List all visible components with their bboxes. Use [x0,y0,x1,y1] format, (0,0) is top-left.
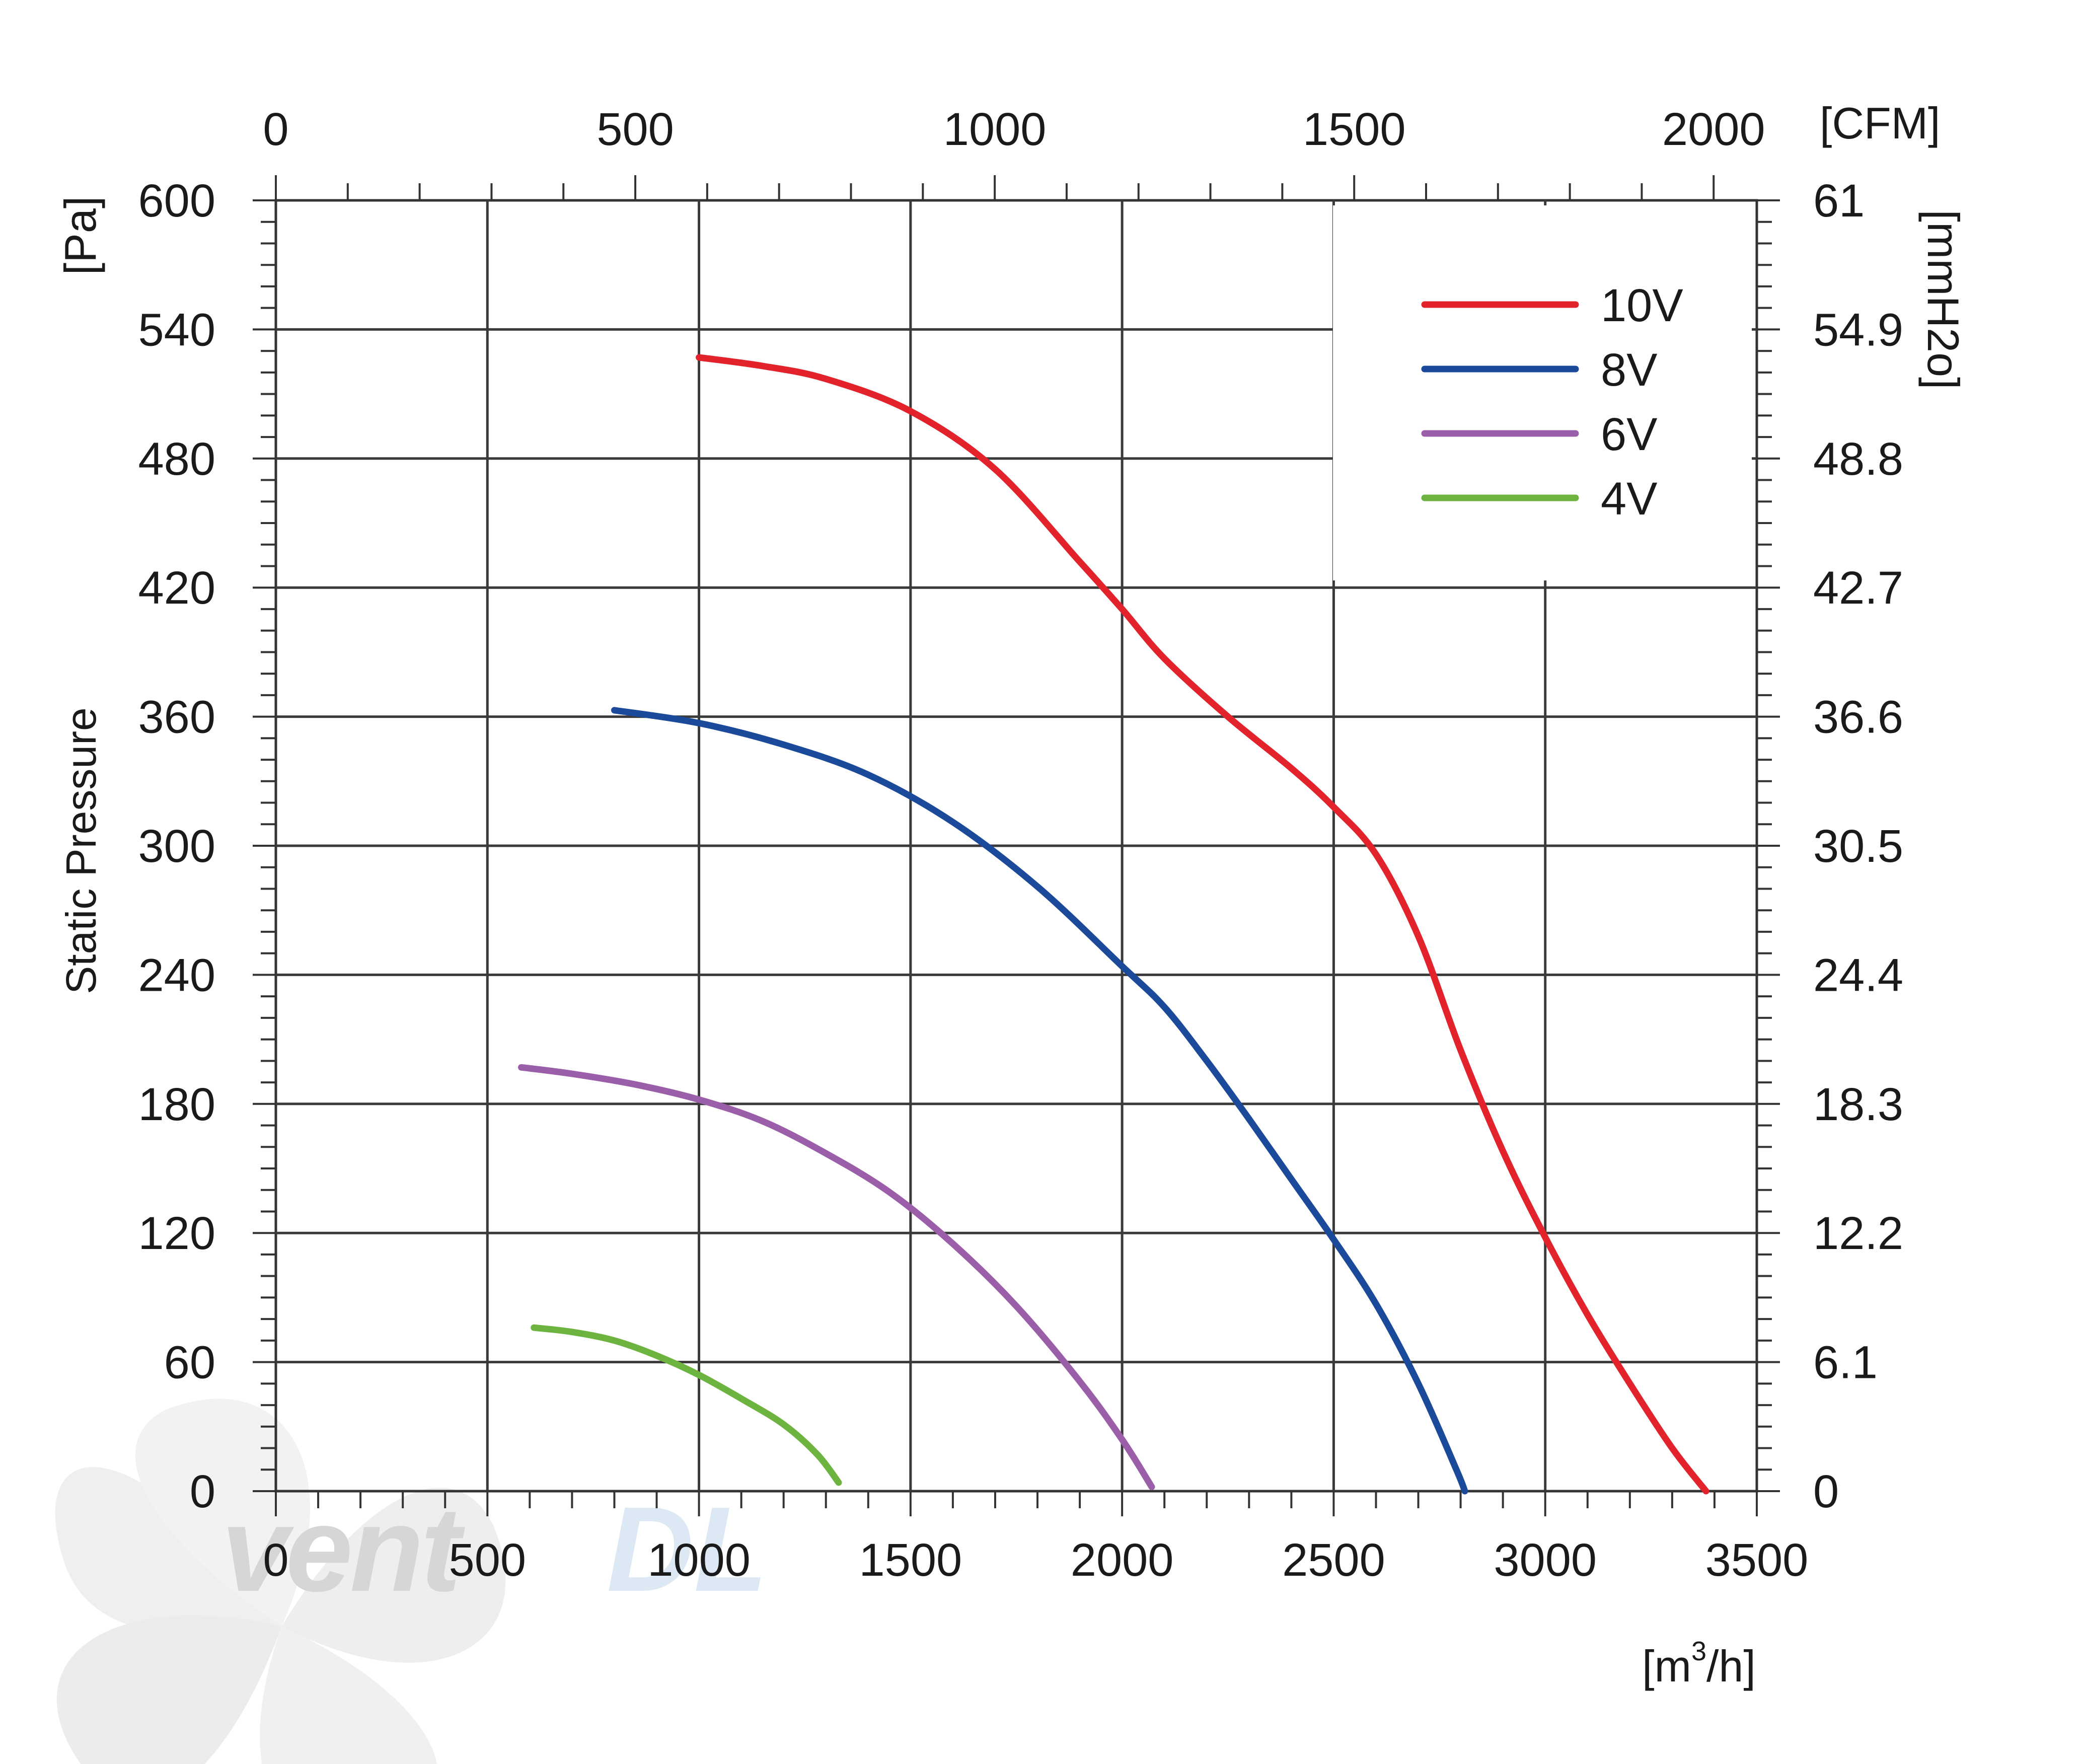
grid-lines [276,200,1757,1491]
cfm-tick-label: 1000 [943,104,1047,155]
y-axis-title: Static Pressure [57,707,105,994]
cfm-tick-label: 500 [597,104,674,155]
ventdl-watermark: vent DL [55,1399,768,1764]
x-tick-label: 500 [449,1534,527,1586]
mmh2o-tick-label: 24.4 [1813,949,1903,1001]
y-tick-label: 300 [138,821,216,872]
y-tick-label: 540 [138,304,216,355]
watermark-text: vent [221,1482,466,1616]
mmh2o-tick-label: 30.5 [1813,821,1903,872]
series-line-6v [518,1064,1155,1490]
top-axis-unit: [CFM] [1820,98,1941,148]
x-tick-label: 3500 [1705,1534,1809,1586]
legend-background [1333,205,1752,580]
x-tick-label: 2500 [1282,1534,1385,1586]
legend: 10V 8V 6V 4V [1421,280,1683,525]
mmh2o-tick-label: 6.1 [1813,1337,1878,1388]
x-tick-label: 1500 [859,1534,962,1586]
legend-label-4v: 4V [1601,473,1658,525]
legend-label-10v: 10V [1601,280,1683,331]
legend-label-8v: 8V [1601,344,1658,396]
y-tick-label: 240 [138,949,216,1001]
x-axis-unit: [m3/h] [1642,1636,1756,1691]
cfm-tick-label: 0 [263,104,288,155]
right-axis-unit: [mmH2o] [1918,210,1968,390]
y-tick-label: 600 [138,175,216,227]
series-line-10v [696,354,1709,1495]
mmh2o-tick-label: 48.8 [1813,433,1903,485]
y-axis-unit: [Pa] [55,196,105,275]
y-tick-label: 120 [138,1208,216,1259]
plot-area [253,175,1780,1516]
series-lines [518,354,1709,1495]
series-line-8v [611,707,1468,1495]
mmh2o-tick-label: 36.6 [1813,692,1903,743]
cfm-tick-label: 1500 [1303,104,1406,155]
y-tick-label: 0 [190,1466,215,1517]
x-tick-label: 1000 [647,1534,751,1586]
y-tick-label: 360 [138,692,216,743]
series-line-4v [531,1324,842,1486]
y-tick-label: 480 [138,433,216,485]
mmh2o-tick-label: 12.2 [1813,1208,1903,1259]
y-tick-label: 60 [164,1337,215,1388]
mmh2o-tick-label: 54.9 [1813,304,1903,355]
y-tick-label: 180 [138,1079,216,1130]
mmh2o-tick-label: 18.3 [1813,1079,1903,1130]
minor-ticks [253,175,1780,1516]
legend-label-6v: 6V [1601,409,1658,460]
mmh2o-tick-label: 42.7 [1813,562,1903,614]
fan-logo-icon [55,1399,506,1764]
x-tick-label: 2000 [1071,1534,1174,1586]
x-tick-label: 3000 [1494,1534,1597,1586]
mmh2o-tick-label: 61 [1813,175,1865,227]
y-tick-label: 420 [138,562,216,614]
mmh2o-tick-label: 0 [1813,1466,1839,1517]
x-tick-label: 0 [263,1534,288,1586]
cfm-tick-label: 2000 [1662,104,1765,155]
